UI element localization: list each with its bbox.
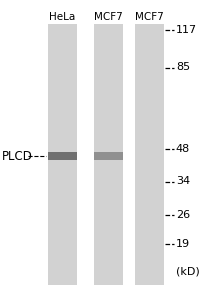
Text: PLCD: PLCD: [2, 149, 33, 163]
Text: 85: 85: [176, 62, 190, 73]
Text: 117: 117: [176, 25, 197, 35]
Bar: [48, 24, 77, 285]
Bar: [94, 152, 123, 160]
Text: 34: 34: [176, 176, 190, 187]
Bar: [48, 152, 77, 160]
Bar: [94, 24, 123, 285]
Text: 19: 19: [176, 239, 190, 250]
Text: MCF7: MCF7: [94, 11, 123, 22]
Bar: [135, 24, 164, 285]
Text: 48: 48: [176, 143, 190, 154]
Text: 26: 26: [176, 209, 190, 220]
Text: (kD): (kD): [176, 266, 199, 277]
Text: HeLa: HeLa: [49, 11, 76, 22]
Text: MCF7: MCF7: [135, 11, 164, 22]
